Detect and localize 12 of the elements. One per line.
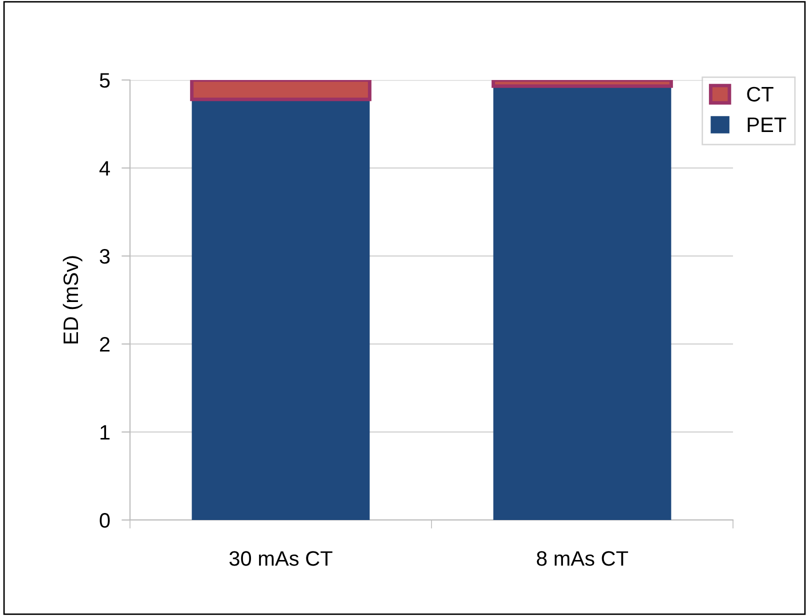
y-tick-label: 1 [100, 425, 110, 440]
y-tick-label: 2 [100, 337, 110, 352]
bar [493, 86, 672, 520]
y-tick-label: 4 [99, 161, 110, 176]
legend-label: PET [748, 118, 786, 132]
y-tick-label: 3 [100, 249, 110, 264]
x-tick-label: 30 mAs CT [229, 551, 332, 566]
x-tick-label: 8 mAs CT [536, 551, 628, 566]
y-tick-label: 5 [100, 73, 110, 88]
y-axis-title: ED (mSv) [62, 256, 82, 344]
y-tick-label: 0 [100, 513, 110, 528]
legend-label: CT [747, 86, 774, 102]
